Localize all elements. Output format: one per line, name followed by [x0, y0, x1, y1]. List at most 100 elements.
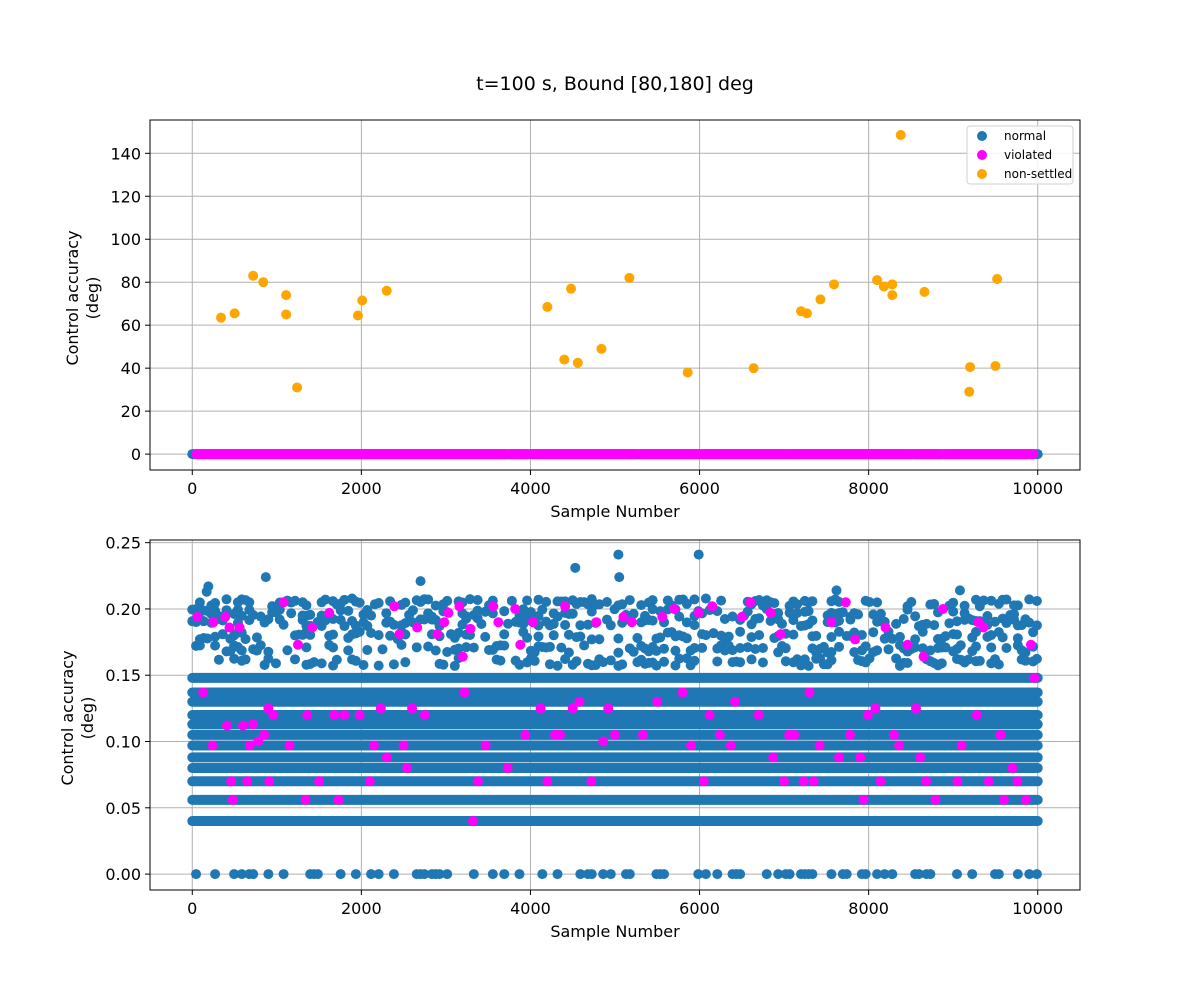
violated-point: [698, 776, 709, 787]
normal-point: [453, 643, 464, 654]
normal-point: [1020, 655, 1031, 666]
top-x-tick-label: 6000: [679, 479, 720, 498]
normal-point: [255, 611, 266, 622]
normal-point: [872, 869, 883, 880]
normal-point: [217, 629, 228, 640]
normal-point: [289, 654, 300, 665]
normal-point: [963, 654, 974, 665]
violated-point: [826, 617, 837, 628]
normal-point: [236, 610, 247, 621]
normal-point: [556, 642, 567, 653]
normal-point: [373, 598, 384, 609]
normal-point: [868, 627, 879, 638]
top-ticks: 0 2000 4000 6000 8000 10000 0 20 40 60 80 100 120 140: [110, 144, 1063, 498]
top-y-axis-label: Control accuracy(deg): [63, 230, 102, 365]
normal-point: [312, 869, 323, 880]
violated-point: [398, 740, 409, 751]
violated-point: [814, 740, 825, 751]
normal-point: [533, 631, 544, 642]
violated-point: [234, 622, 245, 633]
normal-point: [388, 659, 399, 670]
violated-point: [333, 794, 344, 805]
normal-point: [723, 631, 734, 642]
normal-point: [1024, 869, 1035, 880]
violated-point: [798, 776, 809, 787]
normal-point: [503, 618, 514, 629]
violated-point: [198, 687, 209, 698]
normal-point: [423, 641, 434, 652]
normal-point: [727, 645, 738, 656]
normal-point: [582, 619, 593, 630]
non-settled-point: [248, 270, 259, 281]
normal-point: [552, 869, 563, 880]
normal-point: [472, 595, 483, 606]
normal-point: [400, 597, 411, 608]
normal-point: [757, 643, 768, 654]
normal-point: [210, 640, 221, 651]
normal-point: [792, 599, 803, 610]
normal-point: [586, 869, 597, 880]
normal-point: [902, 657, 913, 668]
normal-point: [544, 659, 555, 670]
normal-point: [236, 869, 247, 880]
normal-point: [811, 630, 822, 641]
normal-point: [385, 630, 396, 641]
violated-point: [652, 696, 663, 707]
normal-point: [693, 549, 704, 560]
normal-point: [316, 658, 327, 669]
violated-point: [412, 622, 423, 633]
normal-point: [468, 869, 479, 880]
non-settled-point: [919, 286, 930, 297]
normal-point: [1031, 595, 1042, 606]
normal-point: [605, 655, 616, 666]
violated-point: [610, 729, 620, 740]
violated-point: [971, 710, 982, 720]
normal-point: [860, 869, 871, 880]
violated-point: [238, 720, 248, 731]
violated-point-band: [781, 449, 916, 460]
normal-point: [514, 869, 525, 880]
violated-point: [657, 611, 668, 622]
violated-point: [693, 607, 704, 618]
normal-point: [993, 869, 1004, 880]
normal-point: [570, 562, 581, 573]
normal-point: [773, 869, 784, 880]
top-y-tick-label: 20: [121, 402, 141, 421]
top-scatter-plot: 0 2000 4000 6000 8000 10000 0 20 40 60 80 100 120 140…: [63, 119, 1081, 521]
violated-point-band: [697, 449, 790, 460]
normal-point: [567, 608, 578, 619]
violated-point: [394, 629, 405, 640]
violated-point: [730, 696, 741, 707]
normal-point: [415, 576, 426, 587]
non-settled-point: [682, 367, 693, 378]
normal-point: [442, 869, 453, 880]
normal-point: [872, 597, 883, 608]
violated-point: [465, 623, 476, 634]
top-x-tick-label: 8000: [848, 479, 889, 498]
violated-point: [768, 752, 779, 763]
normal-point: [693, 869, 704, 880]
normal-point: [708, 628, 719, 639]
normal-point-row: [187, 776, 1043, 787]
normal-point: [366, 869, 377, 880]
normal-point: [537, 604, 548, 615]
normal-point-row: [187, 710, 1043, 720]
top-y-tick-label: 140: [110, 144, 141, 163]
normal-point: [780, 643, 791, 654]
normal-point: [270, 658, 281, 669]
normal-point: [948, 597, 959, 608]
violated-point: [242, 776, 253, 787]
normal-point: [514, 659, 525, 670]
normal-point: [955, 640, 966, 651]
normal-point: [659, 643, 670, 654]
normal-point: [575, 869, 586, 880]
normal-point: [624, 869, 635, 880]
normal-point: [891, 653, 902, 664]
bottom-x-tick-label: 10000: [1012, 899, 1063, 918]
non-settled-point: [216, 312, 227, 323]
violated-point: [978, 622, 989, 633]
normal-point: [229, 653, 240, 664]
bottom-x-tick-label: 8000: [848, 899, 889, 918]
normal-point: [601, 596, 612, 607]
normal-point: [689, 594, 700, 605]
